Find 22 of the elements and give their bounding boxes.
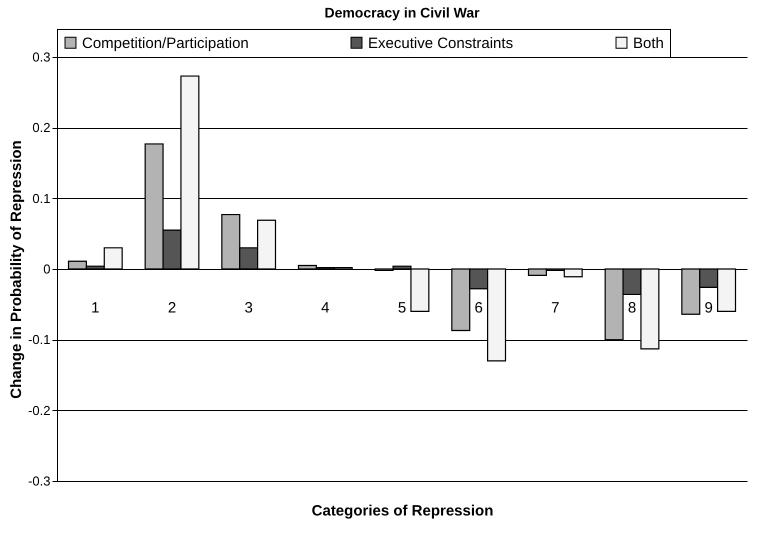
x-tick-label: 7 xyxy=(551,300,560,316)
y-axis-title: Change in Probability of Repression xyxy=(8,140,26,399)
x-tick-label: 4 xyxy=(321,300,330,316)
y-tick-label: 0.1 xyxy=(32,190,50,206)
legend-label: Both xyxy=(633,34,664,52)
x-tick-label: 1 xyxy=(91,300,100,316)
x-axis-title: Categories of Repression xyxy=(312,502,494,520)
legend-label: Executive Constraints xyxy=(368,34,514,52)
y-tick-label: -0.2 xyxy=(28,402,50,418)
x-tick-label: 9 xyxy=(704,300,713,316)
x-tick-label: 2 xyxy=(168,300,176,316)
x-tick-label: 5 xyxy=(398,300,406,316)
y-tick-label: -0.3 xyxy=(28,474,50,488)
x-tick-label: 3 xyxy=(244,300,253,316)
y-tick-label: 0 xyxy=(43,262,50,276)
y-tick-label: 0.3 xyxy=(32,50,50,64)
legend-label: Competition/Participation xyxy=(82,34,249,52)
x-tick-label: 8 xyxy=(628,300,636,316)
x-tick-label: 6 xyxy=(474,300,483,316)
chart-title: Democracy in Civil War xyxy=(324,4,480,20)
y-tick-label: -0.1 xyxy=(28,332,50,348)
y-tick-label: 0.2 xyxy=(32,120,50,136)
